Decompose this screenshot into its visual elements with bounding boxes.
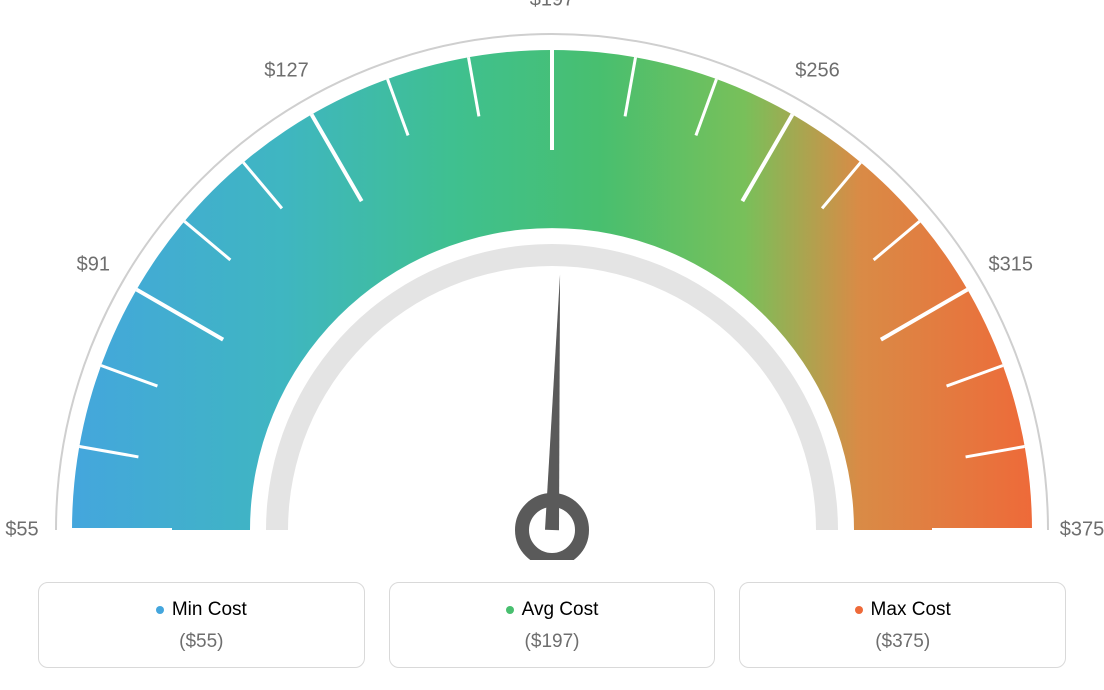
legend-value-max: ($375) <box>740 631 1065 653</box>
legend-card-max: Max Cost ($375) <box>739 582 1066 668</box>
legend-value-avg: ($197) <box>390 631 715 653</box>
gauge-tick-label: $256 <box>795 60 840 83</box>
dot-icon <box>506 606 514 614</box>
dot-icon <box>855 606 863 614</box>
gauge-chart <box>32 0 1072 560</box>
dot-icon <box>156 606 164 614</box>
gauge-tick-label: $55 <box>5 519 38 542</box>
legend-row: Min Cost ($55) Avg Cost ($197) Max Cost … <box>0 582 1104 668</box>
legend-title-text: Avg Cost <box>522 599 599 621</box>
gauge-tick-label: $375 <box>1060 519 1104 542</box>
gauge-tick-label: $197 <box>530 0 575 12</box>
gauge-tick-label: $127 <box>264 60 309 83</box>
legend-card-avg: Avg Cost ($197) <box>389 582 716 668</box>
legend-title-text: Min Cost <box>172 599 247 621</box>
legend-card-min: Min Cost ($55) <box>38 582 365 668</box>
legend-title-max: Max Cost <box>855 599 951 621</box>
legend-title-min: Min Cost <box>156 599 247 621</box>
gauge-tick-label: $315 <box>988 253 1033 276</box>
gauge-tick-label: $91 <box>77 253 110 276</box>
gauge-container: $55$91$127$197$256$315$375 <box>32 0 1072 560</box>
legend-value-min: ($55) <box>39 631 364 653</box>
legend-title-text: Max Cost <box>871 599 951 621</box>
legend-title-avg: Avg Cost <box>506 599 599 621</box>
